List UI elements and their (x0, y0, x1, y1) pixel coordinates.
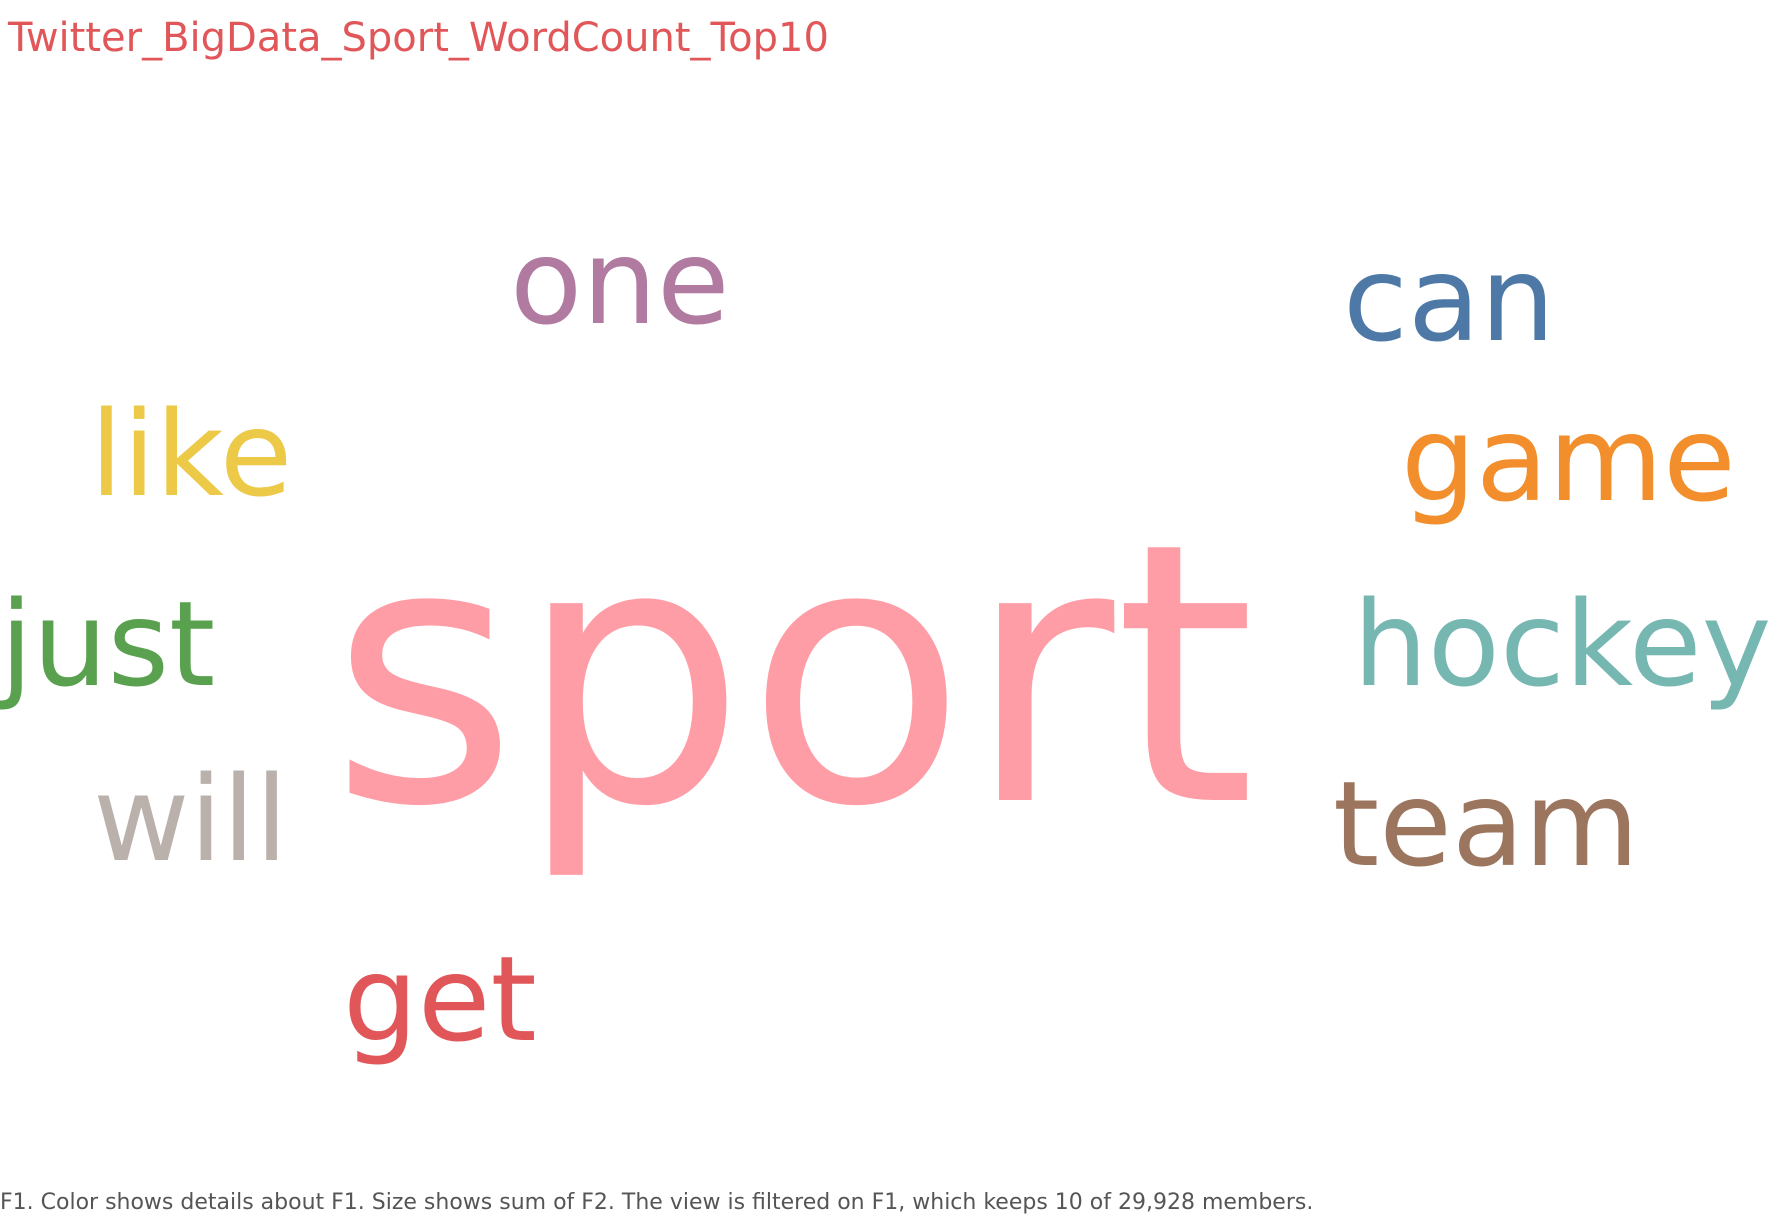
chart-title: Twitter_BigData_Sport_WordCount_Top10 (8, 15, 829, 61)
word-sport: sport (330, 466, 1256, 885)
word-can: can (1343, 230, 1555, 368)
word-just: just (0, 575, 215, 713)
word-will: will (93, 750, 288, 888)
word-game: game (1401, 390, 1736, 528)
word-like: like (90, 385, 292, 523)
word-one: one (510, 213, 730, 351)
word-team: team (1333, 755, 1639, 893)
word-get: get (343, 930, 537, 1068)
word-hockey: hockey (1353, 575, 1771, 713)
chart-caption: F1. Color shows details about F1. Size s… (0, 1190, 1314, 1215)
